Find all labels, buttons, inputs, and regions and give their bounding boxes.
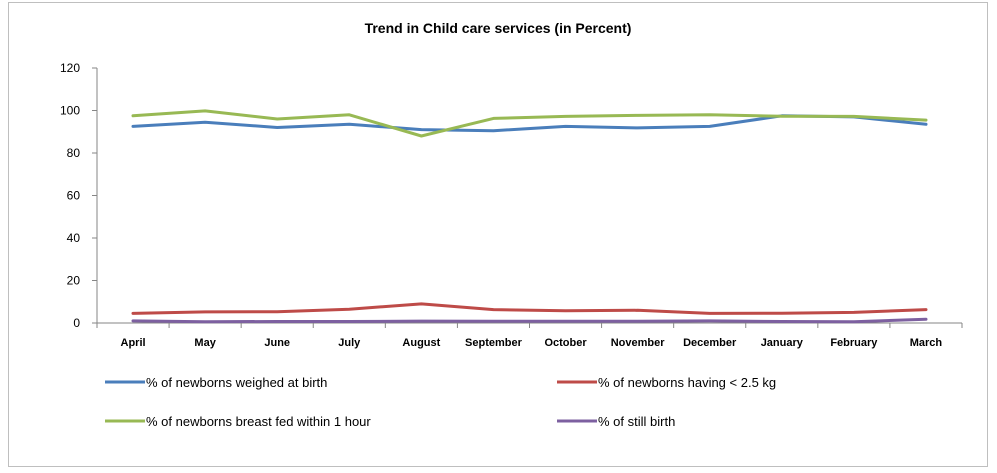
legend-label: % of newborns breast fed within 1 hour [146, 414, 371, 429]
x-tick-label: January [761, 337, 804, 349]
x-tick-label: December [683, 337, 737, 349]
x-tick-label: May [194, 337, 216, 349]
legend-label: % of newborns having < 2.5 kg [598, 375, 776, 390]
x-tick-label: June [264, 337, 290, 349]
y-tick-label: 40 [67, 231, 81, 245]
x-tick-label: March [910, 337, 943, 349]
y-tick-label: 80 [67, 146, 81, 160]
x-axis: April May June July August September October No… [96, 322, 963, 349]
x-tick-label: November [611, 337, 666, 349]
legend-label: % of newborns weighed at birth [146, 375, 327, 390]
x-tick-label: September [465, 337, 523, 349]
legend: % of newborns weighed at birth % of newbo… [105, 375, 776, 429]
series-group [131, 109, 928, 324]
x-tick-label: October [544, 337, 587, 349]
y-axis: 0 20 40 60 80 100 120 [60, 61, 98, 330]
x-tick-label: February [830, 337, 878, 349]
y-tick-label: 60 [67, 189, 81, 203]
x-tick-label: April [121, 337, 146, 349]
y-tick-label: 0 [73, 316, 80, 330]
x-tick-label: July [338, 337, 361, 349]
x-tick-label: August [402, 337, 440, 349]
chart-frame [8, 2, 988, 467]
y-tick-label: 20 [67, 274, 81, 288]
series-line-4 [131, 317, 928, 324]
y-tick-label: 120 [60, 61, 80, 75]
chart-title: Trend in Child care services (in Percent… [365, 20, 632, 36]
series-line-2 [131, 302, 928, 315]
series-line-3 [131, 109, 928, 138]
legend-label: % of still birth [598, 414, 675, 429]
y-tick-label: 100 [60, 104, 80, 118]
